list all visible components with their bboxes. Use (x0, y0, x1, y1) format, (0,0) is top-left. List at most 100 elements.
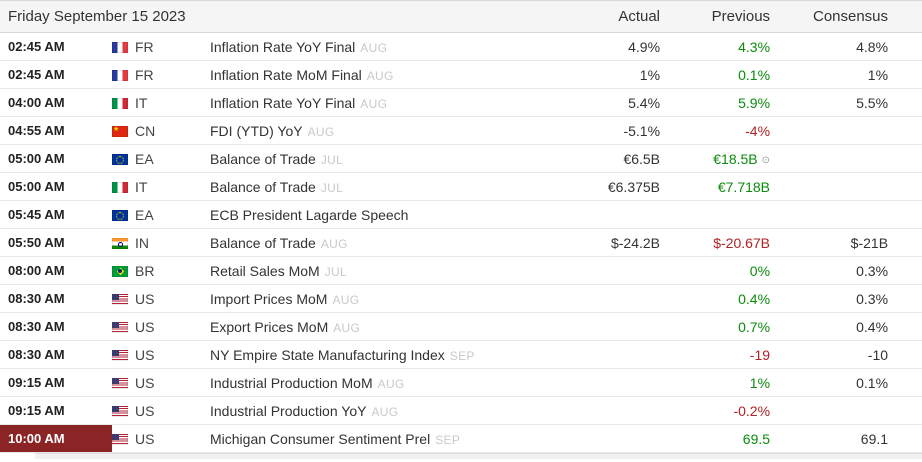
country-flag (112, 349, 128, 361)
previous-value: 4.3% (660, 32, 771, 61)
actual-value (560, 312, 661, 341)
column-header-previous: Previous (660, 0, 771, 33)
event-period: JUL (320, 180, 344, 195)
actual-value (560, 340, 661, 369)
calendar-row[interactable]: 02:45 AM FR Inflation Rate MoM Final AUG … (0, 60, 922, 89)
event-title[interactable]: Inflation Rate MoM Final (210, 66, 362, 83)
previous-value: 0.1% (660, 60, 771, 89)
country-flag (112, 433, 128, 445)
actual-value: €6.375B (560, 172, 661, 201)
calendar-body: 02:45 AM FR Inflation Rate YoY Final AUG … (0, 32, 922, 453)
actual-value: -5.1% (560, 116, 661, 145)
country-flag (112, 209, 128, 221)
actual-value (560, 200, 661, 229)
country-flag (112, 237, 128, 249)
country-flag (112, 153, 128, 165)
calendar-header-row: Friday September 15 2023 Actual Previous… (0, 0, 922, 33)
consensus-value (770, 116, 922, 145)
calendar-row[interactable]: 08:30 AM US Import Prices MoM AUG 0.4% 0.… (0, 284, 922, 313)
previous-value: €7.718B (660, 172, 771, 201)
previous-value: 1% (660, 368, 771, 397)
event-title[interactable]: Inflation Rate YoY Final (210, 94, 356, 111)
event-title[interactable]: Michigan Consumer Sentiment Prel (210, 430, 431, 447)
event-period: AUG (371, 404, 399, 419)
calendar-row[interactable]: 05:00 AM EA Balance of Trade JUL €6.5B €1… (0, 144, 922, 173)
country-flag (112, 293, 128, 305)
calendar-row[interactable]: 09:15 AM US Industrial Production MoM AUG… (0, 368, 922, 397)
calendar-row[interactable]: 04:55 AM CN FDI (YTD) YoY AUG -5.1% -4% (0, 116, 922, 145)
column-header-actual: Actual (560, 0, 661, 33)
country-code: EA (135, 150, 154, 167)
event-title[interactable]: ECB President Lagarde Speech (210, 206, 409, 223)
event-period: AUG (320, 236, 348, 251)
calendar-row[interactable]: 09:15 AM US Industrial Production YoY AUG… (0, 396, 922, 425)
event-period: SEP (449, 348, 475, 363)
event-time: 08:30 AM (0, 284, 112, 313)
actual-value: 1% (560, 60, 661, 89)
country-code: CN (135, 122, 156, 139)
event-time: 08:30 AM (0, 340, 112, 369)
event-time: 05:50 AM (0, 228, 112, 257)
actual-value: $-24.2B (560, 228, 661, 257)
calendar-row[interactable]: 10:00 AM US Michigan Consumer Sentiment … (0, 424, 922, 453)
event-title[interactable]: Industrial Production YoY (210, 402, 367, 419)
calendar-row[interactable]: 08:30 AM US NY Empire State Manufacturin… (0, 340, 922, 369)
calendar-row[interactable]: 04:00 AM IT Inflation Rate YoY Final AUG … (0, 88, 922, 117)
previous-value: €18.5B ⊙ (660, 144, 771, 173)
event-title[interactable]: NY Empire State Manufacturing Index (210, 346, 445, 363)
actual-value (560, 256, 661, 285)
calendar-row[interactable]: 05:45 AM EA ECB President Lagarde Speech (0, 200, 922, 229)
actual-value: €6.5B (560, 144, 661, 173)
consensus-value (770, 172, 922, 201)
event-time: 02:45 AM (0, 60, 112, 89)
consensus-value: 1% (770, 60, 922, 89)
revised-icon: ⊙ (761, 154, 771, 166)
calendar-row[interactable]: 02:45 AM FR Inflation Rate YoY Final AUG … (0, 32, 922, 61)
event-title[interactable]: Inflation Rate YoY Final (210, 38, 356, 55)
consensus-value: $-21B (770, 228, 922, 257)
partial-next-row (35, 453, 922, 459)
actual-value (560, 396, 661, 425)
country-code: US (135, 430, 155, 447)
event-period: AUG (333, 320, 361, 335)
country-flag (112, 97, 128, 109)
event-title[interactable]: FDI (YTD) YoY (210, 122, 303, 139)
event-time: 09:15 AM (0, 396, 112, 425)
calendar-row[interactable]: 08:30 AM US Export Prices MoM AUG 0.7% 0.… (0, 312, 922, 341)
country-flag (112, 41, 128, 53)
consensus-value: 5.5% (770, 88, 922, 117)
country-code: IT (135, 94, 148, 111)
event-title[interactable]: Balance of Trade (210, 178, 316, 195)
consensus-value (770, 144, 922, 173)
event-period: JUL (324, 264, 347, 279)
calendar-row[interactable]: 05:00 AM IT Balance of Trade JUL €6.375B … (0, 172, 922, 201)
actual-value: 5.4% (560, 88, 661, 117)
calendar-row[interactable]: 05:50 AM IN Balance of Trade AUG $-24.2B … (0, 228, 922, 257)
previous-value: 0% (660, 256, 771, 285)
country-flag (112, 69, 128, 81)
event-time: 08:30 AM (0, 312, 112, 341)
event-title[interactable]: Balance of Trade (210, 150, 316, 167)
event-title[interactable]: Retail Sales MoM (210, 262, 320, 279)
country-code: IT (135, 178, 148, 195)
event-title[interactable]: Export Prices MoM (210, 318, 329, 335)
calendar-row[interactable]: 08:00 AM BR Retail Sales MoM JUL 0% 0.3% (0, 256, 922, 285)
event-time: 05:00 AM (0, 144, 112, 173)
previous-value: $-20.67B (660, 228, 771, 257)
event-title[interactable]: Import Prices MoM (210, 290, 328, 307)
country-flag (112, 321, 128, 333)
event-period: AUG (307, 124, 335, 139)
consensus-value: 0.3% (770, 284, 922, 313)
previous-value (660, 200, 771, 229)
country-code: FR (135, 38, 154, 55)
event-title[interactable]: Balance of Trade (210, 234, 316, 251)
event-title[interactable]: Industrial Production MoM (210, 374, 373, 391)
country-flag (112, 181, 128, 193)
actual-value (560, 424, 661, 453)
consensus-value: 0.3% (770, 256, 922, 285)
event-time: 05:45 AM (0, 200, 112, 229)
event-period: SEP (435, 432, 461, 447)
event-period: AUG (366, 68, 394, 83)
previous-value: -0.2% (660, 396, 771, 425)
